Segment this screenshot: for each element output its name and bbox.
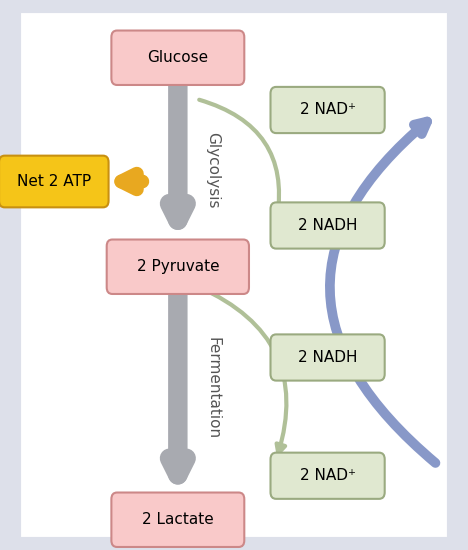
Text: 2 NADH: 2 NADH xyxy=(298,218,358,233)
Text: Glucose: Glucose xyxy=(147,50,208,65)
FancyBboxPatch shape xyxy=(271,334,385,381)
Text: Glycolysis: Glycolysis xyxy=(205,132,220,209)
FancyBboxPatch shape xyxy=(107,240,249,294)
FancyArrowPatch shape xyxy=(199,287,286,453)
FancyArrowPatch shape xyxy=(199,100,283,217)
Text: 2 Pyruvate: 2 Pyruvate xyxy=(137,259,219,274)
FancyBboxPatch shape xyxy=(271,202,385,249)
Text: 2 NADH: 2 NADH xyxy=(298,350,358,365)
FancyBboxPatch shape xyxy=(19,11,449,539)
Text: 2 NAD⁺: 2 NAD⁺ xyxy=(300,468,356,483)
FancyArrowPatch shape xyxy=(330,122,435,463)
FancyBboxPatch shape xyxy=(111,493,244,547)
Text: 2 Lactate: 2 Lactate xyxy=(142,512,214,527)
FancyBboxPatch shape xyxy=(111,30,244,85)
FancyBboxPatch shape xyxy=(0,156,109,207)
Text: Fermentation: Fermentation xyxy=(205,337,220,439)
FancyBboxPatch shape xyxy=(271,87,385,133)
Text: Net 2 ATP: Net 2 ATP xyxy=(17,174,91,189)
FancyBboxPatch shape xyxy=(271,453,385,499)
Text: 2 NAD⁺: 2 NAD⁺ xyxy=(300,102,356,118)
